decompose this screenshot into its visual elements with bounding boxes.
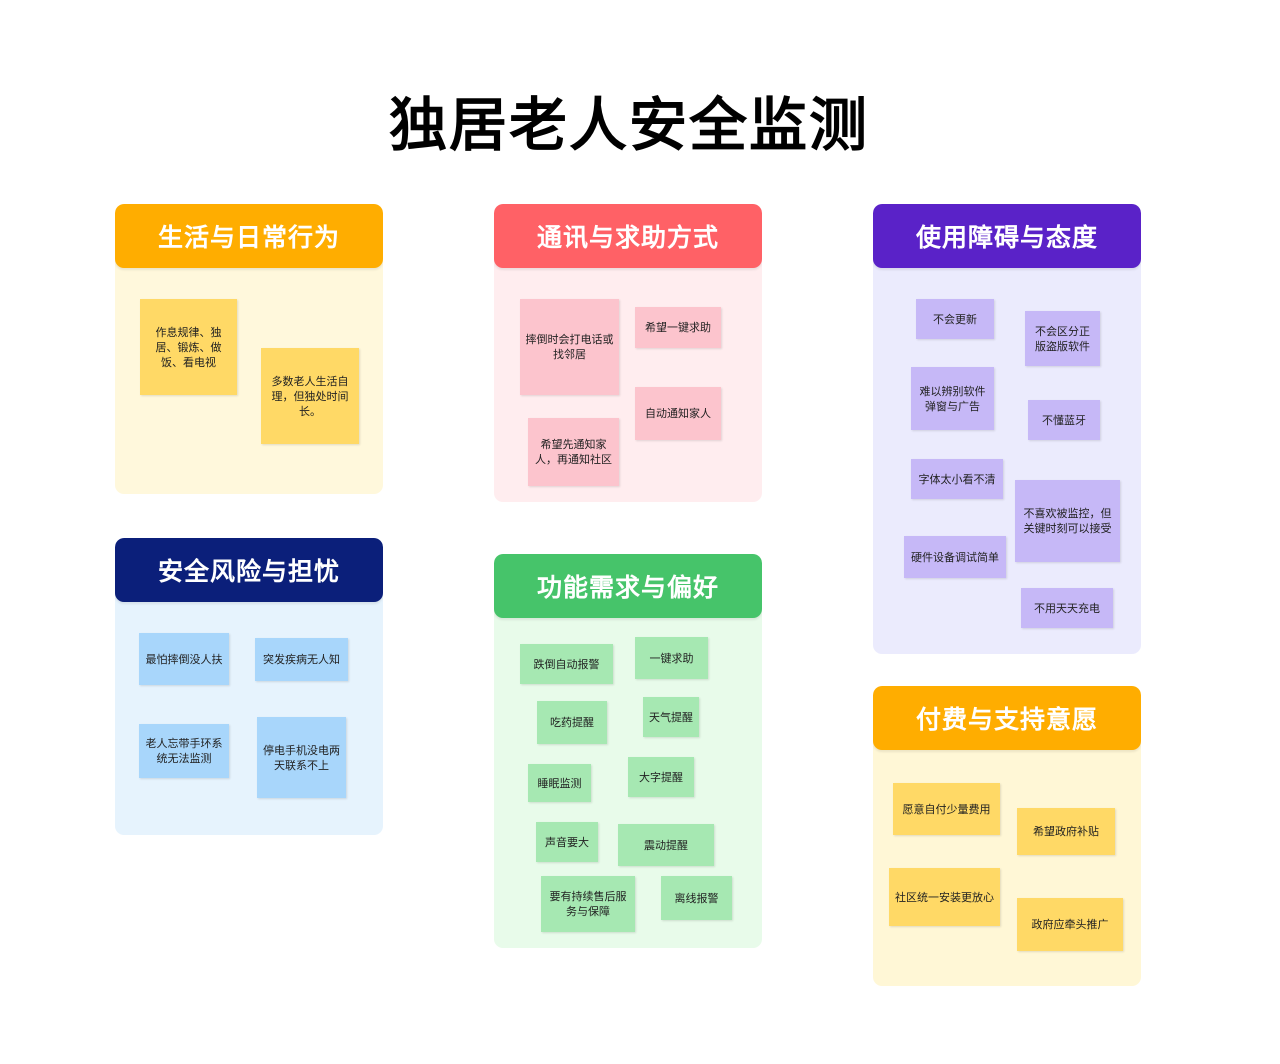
group-daily-life: 生活与日常行为 作息规律、独居、锻炼、做饭、看电视 多数老人生活自理，但独处时间…: [115, 204, 383, 494]
sticky-note[interactable]: 不喜欢被监控，但关键时刻可以接受: [1015, 480, 1120, 562]
sticky-note[interactable]: 天气提醒: [643, 697, 699, 737]
group-communication: 通讯与求助方式 摔倒时会打电话或找邻居 希望一键求助 自动通知家人 希望先通知家…: [494, 204, 762, 502]
sticky-note[interactable]: 希望先通知家人，再通知社区: [528, 418, 619, 486]
sticky-note[interactable]: 难以辨别软件弹窗与广告: [911, 367, 994, 430]
sticky-note[interactable]: 跌倒自动报警: [520, 644, 613, 684]
sticky-note[interactable]: 停电手机没电两天联系不上: [257, 717, 346, 798]
group-usage-barriers: 使用障碍与态度 不会更新 不会区分正版盗版软件 难以辨别软件弹窗与广告 不懂蓝牙…: [873, 204, 1141, 654]
group-feature-needs: 功能需求与偏好 跌倒自动报警 一键求助 吃药提醒 天气提醒 睡眠监测 大字提醒 …: [494, 554, 762, 948]
group-safety-risks: 安全风险与担忧 最怕摔倒没人扶 突发疾病无人知 老人忘带手环系统无法监测 停电手…: [115, 538, 383, 835]
sticky-note[interactable]: 吃药提醒: [537, 701, 607, 744]
sticky-note[interactable]: 不用天天充电: [1021, 588, 1113, 628]
sticky-note[interactable]: 声音要大: [536, 822, 598, 862]
sticky-note[interactable]: 大字提醒: [628, 757, 694, 797]
page-title: 独居老人安全监测: [388, 91, 869, 159]
group-header-feature-needs: 功能需求与偏好: [494, 554, 762, 618]
sticky-note[interactable]: 字体太小看不清: [911, 459, 1003, 499]
sticky-note[interactable]: 政府应牵头推广: [1017, 898, 1123, 951]
sticky-note[interactable]: 要有持续售后服务与保障: [541, 876, 635, 932]
sticky-note[interactable]: 不懂蓝牙: [1028, 400, 1100, 440]
sticky-note[interactable]: 硬件设备调试简单: [904, 536, 1006, 578]
sticky-note[interactable]: 希望政府补贴: [1017, 808, 1115, 855]
sticky-note[interactable]: 社区统一安装更放心: [889, 868, 1000, 926]
group-header-safety-risks: 安全风险与担忧: [115, 538, 383, 602]
sticky-note[interactable]: 不会更新: [916, 299, 994, 339]
sticky-note[interactable]: 离线报警: [661, 876, 732, 920]
group-header-payment-support: 付费与支持意愿: [873, 686, 1141, 750]
sticky-note[interactable]: 老人忘带手环系统无法监测: [139, 724, 229, 778]
group-header-daily-life: 生活与日常行为: [115, 204, 383, 268]
sticky-note[interactable]: 睡眠监测: [528, 764, 591, 802]
sticky-note[interactable]: 一键求助: [635, 637, 708, 679]
sticky-note[interactable]: 愿意自付少量费用: [893, 783, 1000, 835]
sticky-note[interactable]: 希望一键求助: [635, 307, 721, 348]
sticky-note[interactable]: 最怕摔倒没人扶: [139, 633, 229, 685]
sticky-note[interactable]: 多数老人生活自理，但独处时间长。: [261, 348, 359, 444]
sticky-note[interactable]: 自动通知家人: [635, 387, 721, 440]
sticky-note[interactable]: 不会区分正版盗版软件: [1025, 311, 1100, 366]
group-payment-support: 付费与支持意愿 愿意自付少量费用 希望政府补贴 社区统一安装更放心 政府应牵头推…: [873, 686, 1141, 986]
sticky-note[interactable]: 作息规律、独居、锻炼、做饭、看电视: [140, 299, 237, 395]
sticky-note[interactable]: 摔倒时会打电话或找邻居: [520, 299, 619, 395]
group-header-usage-barriers: 使用障碍与态度: [873, 204, 1141, 268]
sticky-note[interactable]: 震动提醒: [618, 824, 714, 866]
group-header-communication: 通讯与求助方式: [494, 204, 762, 268]
sticky-note[interactable]: 突发疾病无人知: [255, 638, 348, 681]
